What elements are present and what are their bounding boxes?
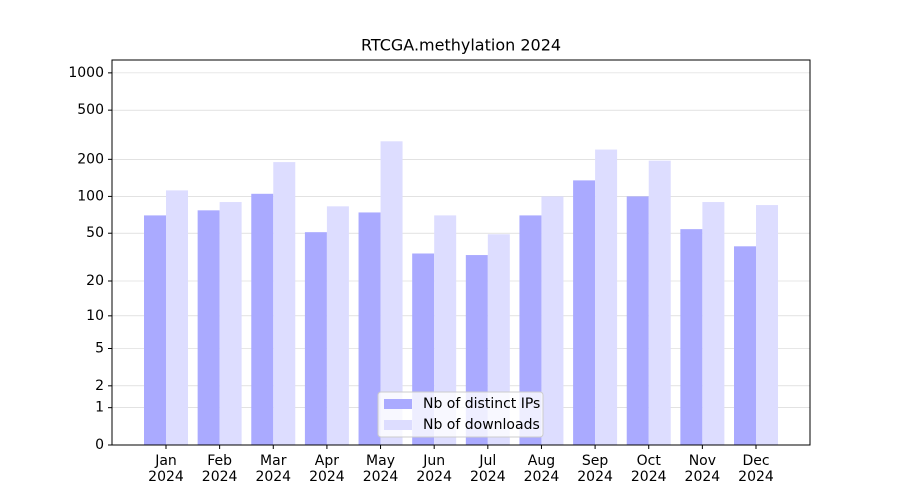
bar: [648, 160, 671, 445]
legend-box: [377, 391, 544, 438]
bar: [358, 212, 381, 445]
y-tick-label: 1: [95, 400, 104, 416]
x-tick-label: Mar 2024: [255, 453, 292, 485]
bar: [734, 246, 756, 445]
bar: [144, 215, 166, 445]
x-tick-label: Nov 2024: [684, 453, 721, 485]
y-tick-label: 0: [95, 437, 104, 453]
y-tick-label: 20: [86, 273, 104, 289]
bar: [380, 141, 403, 446]
bar: [519, 215, 542, 445]
legend-label: Nb of downloads: [423, 417, 540, 433]
y-tick-label: 200: [77, 151, 104, 167]
legend-swatch: [384, 420, 412, 430]
y-tick-label: 5: [95, 340, 104, 356]
y-tick-label: 100: [77, 188, 104, 204]
legend-label: Nb of distinct IPs: [423, 396, 540, 412]
bar: [541, 196, 564, 445]
bar: [756, 205, 778, 445]
bar: [273, 162, 296, 446]
bar: [680, 229, 703, 445]
x-tick-label: Jan 2024: [148, 453, 184, 485]
legend-swatch: [384, 399, 412, 409]
x-tick-label: Apr 2024: [309, 453, 345, 485]
y-tick-label: 1000: [68, 65, 104, 81]
x-tick-label: May 2024: [362, 453, 399, 485]
y-tick-label: 10: [86, 308, 104, 324]
x-tick-label: Dec 2024: [738, 453, 774, 485]
legend: Nb of distinct IPs Nb of downloads: [377, 391, 544, 438]
bar: [304, 232, 327, 445]
bar: [434, 215, 457, 445]
y-tick-label: 50: [86, 225, 104, 241]
bar: [702, 202, 725, 445]
x-tick-label: Feb 2024: [201, 453, 238, 485]
x-tick-label: Sep 2024: [577, 453, 613, 485]
y-tick-label: 500: [77, 102, 104, 118]
bar: [626, 196, 649, 445]
axes-frame: [111, 59, 811, 446]
x-tick-label: Jun 2024: [416, 453, 452, 485]
bar: [197, 210, 220, 445]
bar: [251, 193, 274, 445]
chart-title: RTCGA.methylation 2024: [361, 36, 561, 55]
x-tick-label: Oct 2024: [630, 453, 667, 485]
bar: [166, 190, 188, 445]
bar: [326, 206, 349, 445]
x-tick-label: Jul 2024: [469, 453, 506, 485]
y-tick-label: 2: [95, 378, 104, 394]
bar: [573, 180, 596, 446]
x-tick-label: Aug 2024: [523, 453, 560, 485]
bar: [595, 149, 618, 445]
bar: [219, 202, 242, 445]
